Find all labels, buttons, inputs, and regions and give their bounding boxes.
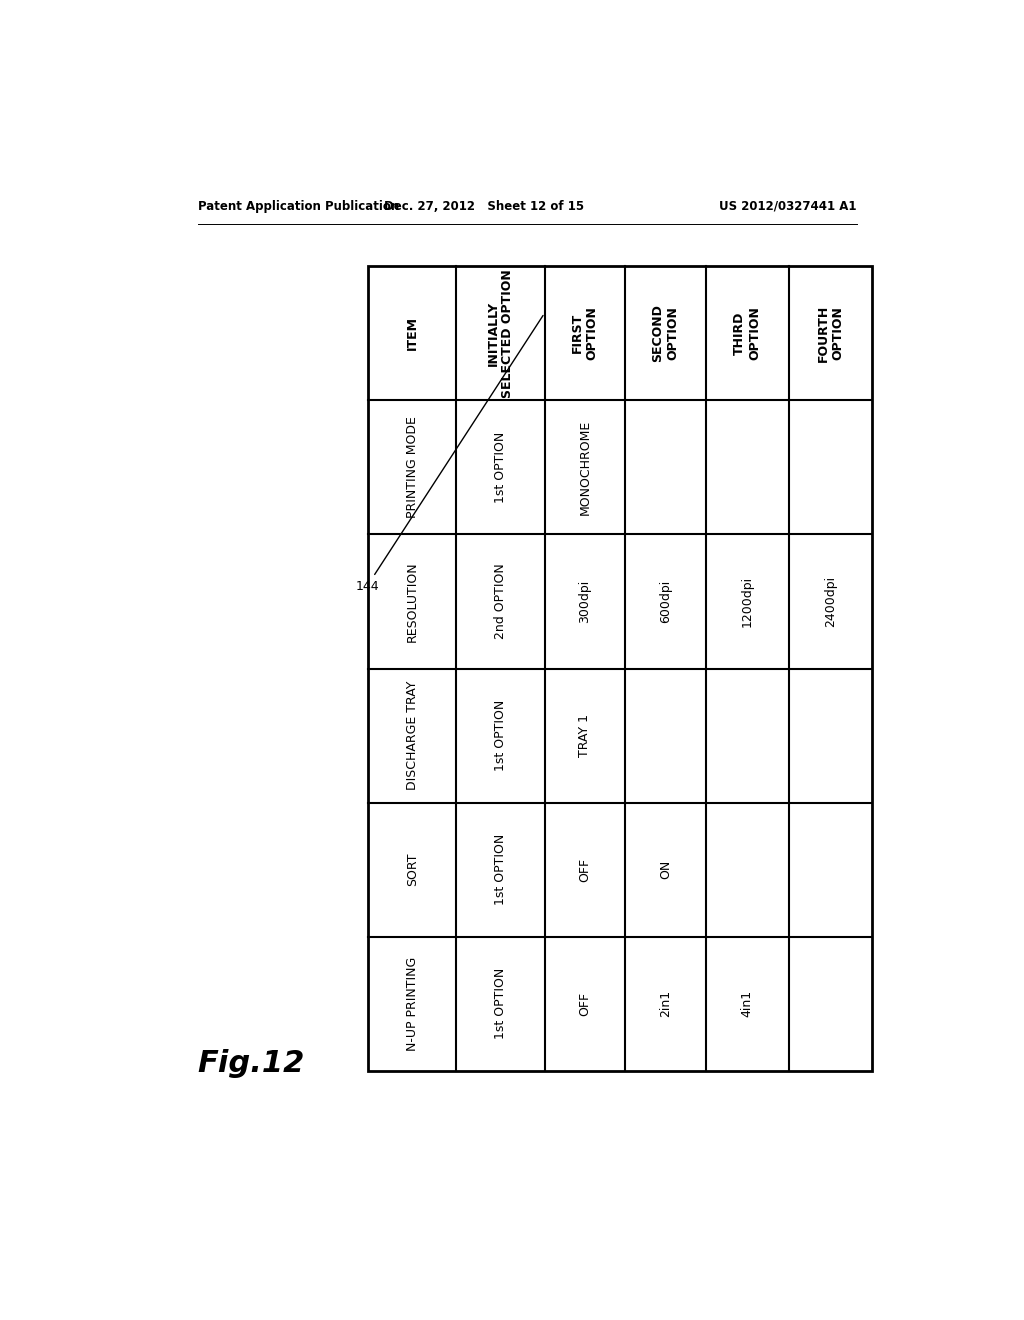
Text: 1st OPTION: 1st OPTION (494, 700, 507, 771)
Text: PRINTING MODE: PRINTING MODE (406, 416, 419, 519)
Text: N-UP PRINTING: N-UP PRINTING (406, 957, 419, 1051)
Text: 1st OPTION: 1st OPTION (494, 432, 507, 503)
Text: 1st OPTION: 1st OPTION (494, 968, 507, 1039)
Text: ITEM: ITEM (406, 317, 419, 350)
Text: DISCHARGE TRAY: DISCHARGE TRAY (406, 681, 419, 791)
Text: INITIALLY
SELECTED OPTION: INITIALLY SELECTED OPTION (486, 269, 514, 397)
Text: FIRST
OPTION: FIRST OPTION (570, 306, 599, 360)
Text: SECOND
OPTION: SECOND OPTION (651, 305, 680, 362)
Text: OFF: OFF (579, 858, 592, 882)
Text: MONOCHROME: MONOCHROME (579, 420, 592, 515)
Text: 4in1: 4in1 (740, 990, 754, 1018)
Text: TRAY 1: TRAY 1 (579, 714, 592, 758)
Text: Patent Application Publication: Patent Application Publication (198, 199, 399, 213)
Text: Fig.12: Fig.12 (198, 1048, 305, 1077)
Text: RESOLUTION: RESOLUTION (406, 561, 419, 642)
Text: ON: ON (659, 861, 672, 879)
Text: 144: 144 (355, 315, 543, 593)
Text: 2400dpi: 2400dpi (824, 576, 837, 627)
Text: 1st OPTION: 1st OPTION (494, 834, 507, 906)
Text: 2nd OPTION: 2nd OPTION (494, 564, 507, 639)
Text: 600dpi: 600dpi (659, 579, 672, 623)
Text: FOURTH
OPTION: FOURTH OPTION (816, 305, 845, 362)
Text: OFF: OFF (579, 991, 592, 1016)
Text: 300dpi: 300dpi (579, 579, 592, 623)
Text: US 2012/0327441 A1: US 2012/0327441 A1 (719, 199, 856, 213)
Text: THIRD
OPTION: THIRD OPTION (733, 306, 761, 360)
Text: Dec. 27, 2012   Sheet 12 of 15: Dec. 27, 2012 Sheet 12 of 15 (384, 199, 585, 213)
Text: 2in1: 2in1 (659, 990, 672, 1018)
Text: 1200dpi: 1200dpi (740, 576, 754, 627)
Text: SORT: SORT (406, 853, 419, 887)
Bar (369, 267, 872, 1071)
